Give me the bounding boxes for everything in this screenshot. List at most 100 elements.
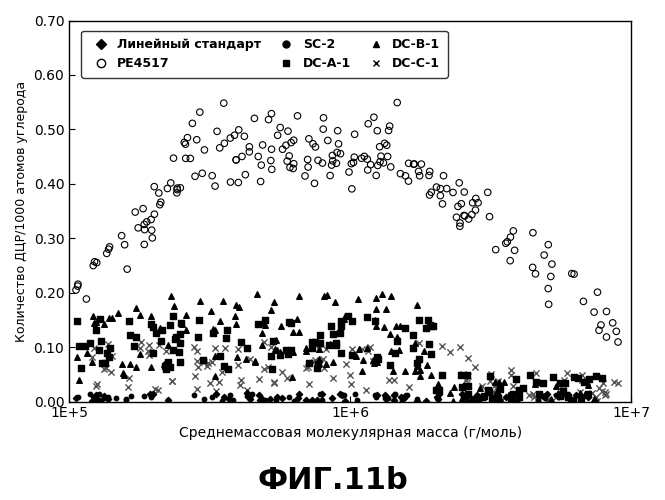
DC-B-1: [379, 323, 390, 331]
DC-A-1: [346, 351, 357, 359]
PE4517: [363, 120, 374, 128]
DC-C-1: [189, 343, 200, 351]
DC-B-1: [205, 306, 216, 314]
DC-B-1: [371, 322, 382, 330]
SC-2: [401, 390, 412, 398]
DC-B-1: [415, 366, 426, 374]
DC-A-1: [221, 326, 232, 334]
DC-B-1: [338, 316, 349, 324]
DC-C-1: [153, 342, 164, 349]
PE4517: [467, 199, 478, 207]
PE4517: [346, 185, 357, 193]
DC-A-1: [95, 337, 106, 345]
PE4517: [459, 212, 469, 220]
DC-A-1: [267, 364, 278, 372]
Y-axis label: Количество ДЦР/1000 атомов углерода: Количество ДЦР/1000 атомов углерода: [15, 80, 28, 342]
SC-2: [350, 390, 360, 398]
DC-C-1: [364, 344, 375, 351]
SC-2: [352, 396, 362, 404]
PE4517: [501, 240, 511, 248]
SC-2: [317, 396, 327, 404]
DC-B-1: [579, 392, 590, 400]
Линейный стандарт: [265, 394, 275, 402]
PE4517: [180, 140, 191, 148]
SC-2: [146, 393, 156, 401]
DC-A-1: [325, 322, 336, 330]
DC-B-1: [259, 322, 270, 330]
PE4517: [142, 218, 152, 226]
SC-2: [540, 394, 551, 402]
PE4517: [414, 172, 425, 180]
DC-A-1: [462, 382, 473, 390]
SC-2: [533, 396, 544, 404]
Линейный стандарт: [70, 394, 81, 402]
PE4517: [240, 170, 251, 178]
PE4517: [607, 319, 618, 327]
DC-C-1: [259, 365, 269, 373]
DC-C-1: [404, 383, 414, 391]
PE4517: [424, 191, 435, 199]
PE4517: [263, 116, 274, 124]
PE4517: [374, 142, 385, 150]
DC-C-1: [150, 385, 160, 393]
DC-B-1: [589, 396, 599, 404]
PE4517: [239, 132, 249, 140]
DC-C-1: [190, 372, 201, 380]
DC-C-1: [587, 389, 598, 397]
DC-B-1: [412, 362, 423, 370]
DC-A-1: [266, 352, 277, 360]
PE4517: [376, 152, 386, 160]
DC-A-1: [168, 312, 179, 320]
DC-B-1: [393, 346, 404, 354]
PE4517: [168, 154, 179, 162]
DC-B-1: [419, 346, 430, 354]
DC-B-1: [135, 312, 146, 320]
DC-B-1: [370, 304, 381, 312]
DC-B-1: [553, 390, 563, 398]
PE4517: [303, 163, 313, 171]
DC-C-1: [356, 344, 367, 352]
DC-B-1: [181, 311, 192, 319]
PE4517: [116, 232, 127, 239]
DC-B-1: [106, 314, 117, 322]
Линейный стандарт: [317, 390, 327, 398]
DC-B-1: [258, 319, 269, 327]
Линейный стандарт: [242, 390, 253, 398]
Линейный стандарт: [94, 397, 105, 405]
DC-A-1: [400, 324, 410, 332]
PE4517: [356, 154, 367, 162]
PE4517: [368, 113, 379, 121]
DC-C-1: [328, 374, 338, 382]
PE4517: [403, 160, 414, 168]
PE4517: [459, 188, 469, 196]
DC-B-1: [354, 346, 364, 354]
PE4517: [273, 132, 283, 140]
DC-A-1: [222, 365, 233, 373]
DC-C-1: [507, 382, 518, 390]
DC-A-1: [597, 374, 608, 382]
DC-C-1: [591, 392, 601, 400]
DC-B-1: [113, 308, 124, 316]
DC-C-1: [523, 391, 534, 399]
DC-A-1: [160, 364, 171, 372]
DC-A-1: [219, 362, 229, 370]
PE4517: [392, 98, 402, 106]
DC-C-1: [597, 386, 608, 394]
DC-C-1: [203, 358, 214, 366]
DC-A-1: [160, 362, 171, 370]
PE4517: [332, 148, 342, 156]
PE4517: [592, 288, 602, 296]
DC-A-1: [583, 376, 594, 384]
PE4517: [464, 215, 474, 223]
PE4517: [310, 143, 321, 151]
SC-2: [120, 396, 131, 404]
PE4517: [437, 200, 448, 208]
DC-A-1: [487, 394, 497, 402]
DC-C-1: [346, 380, 356, 388]
DC-C-1: [284, 348, 295, 356]
PE4517: [209, 182, 220, 190]
Линейный стандарт: [223, 396, 234, 404]
DC-A-1: [456, 371, 466, 379]
DC-B-1: [292, 315, 303, 323]
PE4517: [218, 99, 229, 107]
